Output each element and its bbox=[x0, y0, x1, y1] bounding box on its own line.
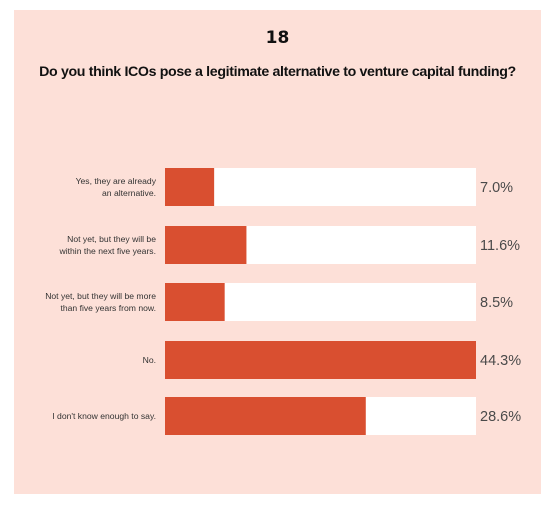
chart-title: Do you think ICOs pose a legitimate alte… bbox=[39, 64, 516, 80]
bar-track-1 bbox=[165, 168, 476, 206]
value-label-5: 28.6% bbox=[480, 409, 521, 425]
value-label-4: 44.3% bbox=[480, 353, 521, 369]
value-label-3: 8.5% bbox=[480, 295, 513, 311]
bar-2 bbox=[165, 226, 247, 264]
category-label-3: Not yet, but they will be more than five … bbox=[45, 291, 156, 313]
value-label-2: 11.6% bbox=[480, 238, 520, 254]
bar-3 bbox=[165, 283, 225, 321]
bar-5 bbox=[165, 397, 366, 435]
category-label-5: I don't know enough to say. bbox=[52, 411, 156, 421]
category-label-2: Not yet, but they will be within the next… bbox=[59, 234, 157, 256]
chart-number: 18 bbox=[265, 28, 290, 48]
category-label-4: No. bbox=[143, 355, 156, 365]
category-label-1: Yes, they are already an alternative. bbox=[76, 176, 157, 198]
bar-4 bbox=[165, 341, 476, 379]
value-label-1: 7.0% bbox=[480, 180, 513, 196]
bar-1 bbox=[165, 168, 215, 206]
